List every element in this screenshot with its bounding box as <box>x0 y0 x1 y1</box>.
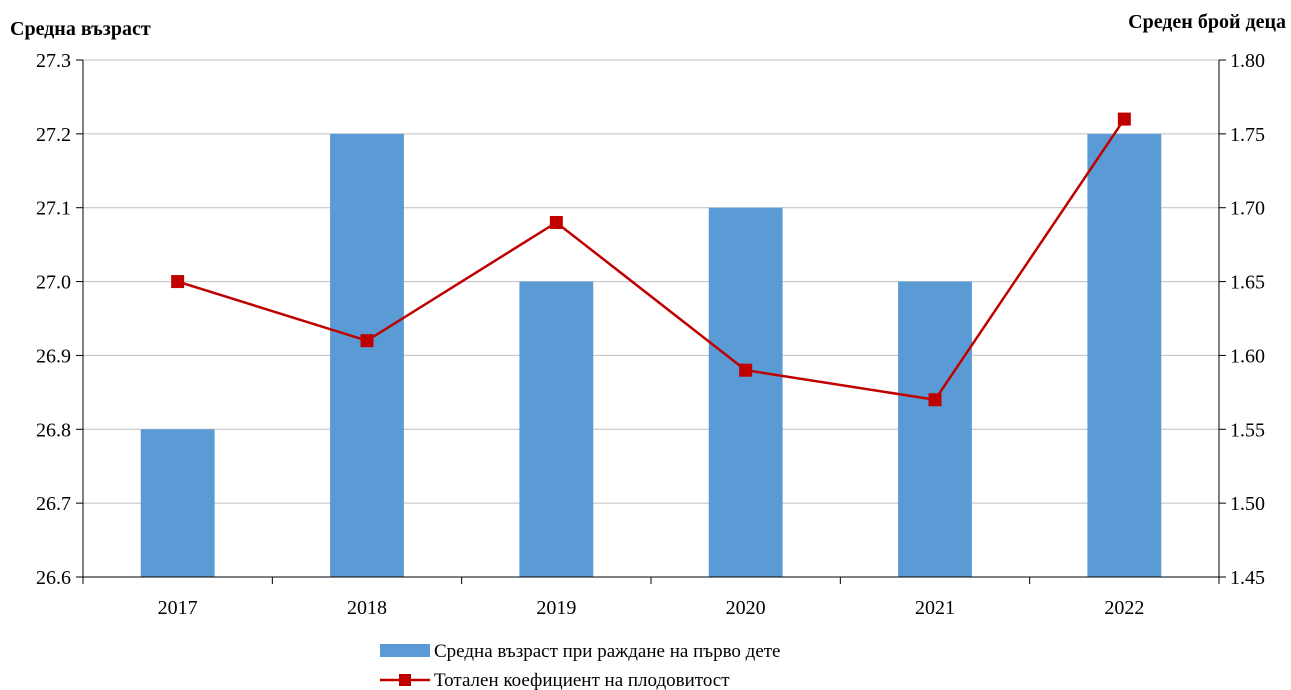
right-tick-label: 1.50 <box>1230 493 1265 515</box>
line-point-marker <box>928 393 942 407</box>
line-point-marker <box>171 275 185 289</box>
line-point-marker <box>549 215 563 229</box>
right-tick-label: 1.60 <box>1230 345 1265 367</box>
legend-line-marker <box>399 674 411 686</box>
legend: Средна възраст при раждане на първо дете… <box>380 641 781 690</box>
line-point-marker <box>1117 112 1131 126</box>
left-tick-label: 27.3 <box>36 50 71 72</box>
bar <box>140 429 215 577</box>
right-axis-title: Среден брой деца <box>1128 11 1286 33</box>
axes <box>76 59 1226 584</box>
bar <box>519 281 594 577</box>
right-tick-label: 1.55 <box>1230 419 1265 441</box>
left-tick-label: 26.6 <box>36 567 71 589</box>
left-tick-label: 26.7 <box>36 493 71 515</box>
tick-labels: 27.3 1.80 27.2 1.75 27.1 1.70 27.0 1.65 26.9 1.60… <box>36 50 1265 619</box>
bar <box>330 133 404 577</box>
legend-line-label: Тотален коефициент на плодовитост <box>434 670 730 690</box>
line-point-marker <box>739 363 753 377</box>
left-tick-label: 26.9 <box>36 345 71 367</box>
bar <box>898 281 972 577</box>
right-tick-label: 1.80 <box>1230 50 1265 72</box>
left-tick-label: 27.2 <box>36 124 71 146</box>
x-tick-label: 2021 <box>915 597 955 619</box>
right-tick-label: 1.75 <box>1230 124 1265 146</box>
line-point-marker <box>360 334 374 348</box>
x-tick-label: 2022 <box>1104 597 1144 619</box>
left-tick-label: 27.1 <box>36 198 71 220</box>
bar-series <box>140 133 1162 577</box>
legend-bar-label: Средна възраст при раждане на първо дете <box>434 641 781 662</box>
gridlines <box>83 59 1219 504</box>
bar <box>1087 133 1162 577</box>
right-tick-label: 1.65 <box>1230 272 1265 294</box>
x-tick-label: 2020 <box>726 597 766 619</box>
right-tick-label: 1.70 <box>1230 198 1265 220</box>
legend-bar-swatch <box>380 644 430 657</box>
left-axis-title: Средна възраст <box>10 18 151 40</box>
x-tick-label: 2017 <box>158 597 198 619</box>
line-series <box>171 112 1131 407</box>
left-tick-label: 27.0 <box>36 272 71 294</box>
series-line <box>177 118 1126 402</box>
right-tick-label: 1.45 <box>1230 567 1265 589</box>
left-tick-label: 26.8 <box>36 419 71 441</box>
x-tick-label: 2018 <box>347 597 387 619</box>
bar <box>708 207 783 577</box>
x-tick-label: 2019 <box>536 597 576 619</box>
